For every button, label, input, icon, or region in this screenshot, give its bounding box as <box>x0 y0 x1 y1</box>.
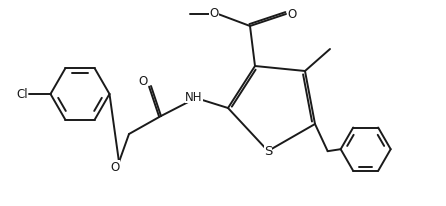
Text: Cl: Cl <box>17 88 28 101</box>
Text: O: O <box>209 7 219 20</box>
Text: O: O <box>287 8 297 21</box>
Text: NH: NH <box>185 91 203 104</box>
Text: O: O <box>110 161 120 174</box>
Text: S: S <box>264 145 272 158</box>
Text: O: O <box>138 75 148 88</box>
